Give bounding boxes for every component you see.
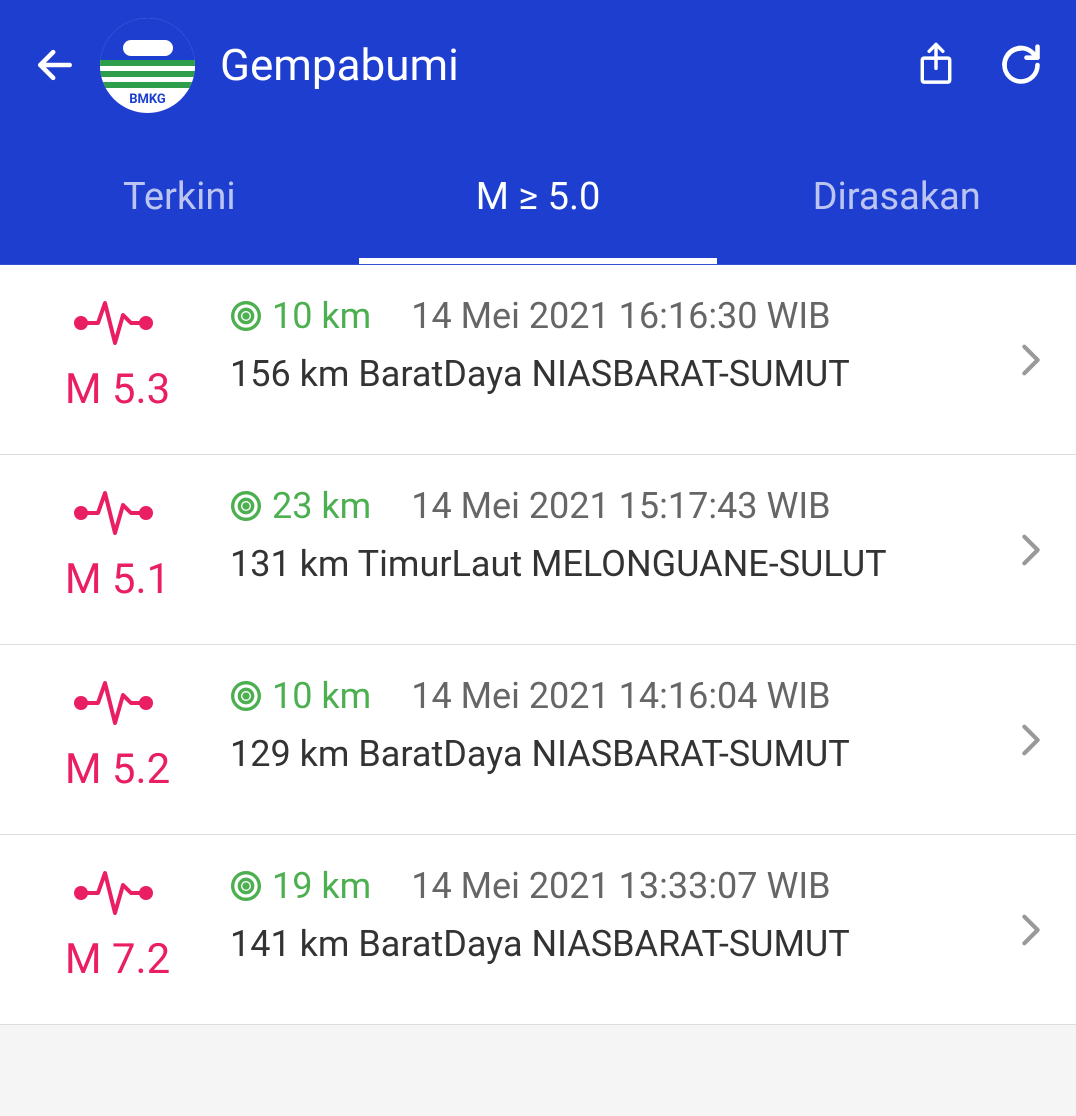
- magnitude-value: M 5.1: [65, 555, 170, 604]
- depth-target-icon: [230, 300, 262, 332]
- list-item[interactable]: M 5.2 10 km 14 Mei 2021 14:16:04 WIB 129…: [0, 645, 1076, 835]
- datetime-value: 14 Mei 2021 14:16:04 WIB: [411, 675, 830, 717]
- depth-value: 10 km: [272, 675, 371, 717]
- list-item[interactable]: M 7.2 19 km 14 Mei 2021 13:33:07 WIB 141…: [0, 835, 1076, 1025]
- info-meta-row: 19 km 14 Mei 2021 13:33:07 WIB: [230, 865, 996, 907]
- location-value: 129 km BaratDaya NIASBARAT-SUMUT: [230, 729, 996, 779]
- info-column: 23 km 14 Mei 2021 15:17:43 WIB 131 km Ti…: [205, 485, 1046, 604]
- list-item[interactable]: M 5.3 10 km 14 Mei 2021 16:16:30 WIB 156…: [0, 265, 1076, 455]
- page-title: Gempabumi: [220, 39, 911, 91]
- chevron-right-icon: [1021, 912, 1041, 947]
- magnitude-value: M 7.2: [65, 935, 170, 984]
- back-arrow-icon: [33, 43, 77, 87]
- magnitude-value: M 5.2: [65, 745, 170, 794]
- tabs-container: Terkini M ≥ 5.0 Dirasakan: [0, 130, 1076, 265]
- seismic-pulse-icon: [73, 675, 163, 730]
- magnitude-value: M 5.3: [65, 365, 170, 414]
- earthquake-list: M 5.3 10 km 14 Mei 2021 16:16:30 WIB 156…: [0, 265, 1076, 1025]
- logo-text: BMKG: [129, 92, 166, 107]
- share-icon: [915, 41, 957, 89]
- depth-target-icon: [230, 870, 262, 902]
- app-header: BMKG Gempabumi: [0, 0, 1076, 130]
- magnitude-column: M 5.2: [30, 675, 205, 794]
- share-button[interactable]: [911, 40, 961, 90]
- seismic-pulse-icon: [73, 485, 163, 540]
- refresh-icon: [999, 43, 1043, 87]
- header-actions: [911, 40, 1046, 90]
- location-value: 131 km TimurLaut MELONGUANE-SULUT: [230, 539, 996, 589]
- back-button[interactable]: [30, 40, 80, 90]
- depth-value: 19 km: [272, 865, 371, 907]
- info-meta-row: 10 km 14 Mei 2021 14:16:04 WIB: [230, 675, 996, 717]
- datetime-value: 14 Mei 2021 16:16:30 WIB: [411, 295, 830, 337]
- refresh-button[interactable]: [996, 40, 1046, 90]
- tab-terkini[interactable]: Terkini: [0, 130, 359, 264]
- tab-dirasakan[interactable]: Dirasakan: [717, 130, 1076, 264]
- info-meta-row: 10 km 14 Mei 2021 16:16:30 WIB: [230, 295, 996, 337]
- location-value: 141 km BaratDaya NIASBARAT-SUMUT: [230, 919, 996, 969]
- depth-value: 10 km: [272, 295, 371, 337]
- magnitude-column: M 5.3: [30, 295, 205, 414]
- seismic-pulse-icon: [73, 295, 163, 350]
- location-value: 156 km BaratDaya NIASBARAT-SUMUT: [230, 349, 996, 399]
- list-item[interactable]: M 5.1 23 km 14 Mei 2021 15:17:43 WIB 131…: [0, 455, 1076, 645]
- chevron-right-icon: [1021, 532, 1041, 567]
- datetime-value: 14 Mei 2021 15:17:43 WIB: [411, 485, 830, 527]
- seismic-pulse-icon: [73, 865, 163, 920]
- depth-target-icon: [230, 490, 262, 522]
- info-column: 19 km 14 Mei 2021 13:33:07 WIB 141 km Ba…: [205, 865, 1046, 984]
- info-column: 10 km 14 Mei 2021 16:16:30 WIB 156 km Ba…: [205, 295, 1046, 414]
- magnitude-column: M 5.1: [30, 485, 205, 604]
- chevron-right-icon: [1021, 722, 1041, 757]
- chevron-right-icon: [1021, 342, 1041, 377]
- info-meta-row: 23 km 14 Mei 2021 15:17:43 WIB: [230, 485, 996, 527]
- bmkg-logo: BMKG: [100, 18, 195, 113]
- datetime-value: 14 Mei 2021 13:33:07 WIB: [411, 865, 830, 907]
- depth-value: 23 km: [272, 485, 371, 527]
- depth-target-icon: [230, 680, 262, 712]
- info-column: 10 km 14 Mei 2021 14:16:04 WIB 129 km Ba…: [205, 675, 1046, 794]
- tab-magnitude-5[interactable]: M ≥ 5.0: [359, 130, 718, 264]
- magnitude-column: M 7.2: [30, 865, 205, 984]
